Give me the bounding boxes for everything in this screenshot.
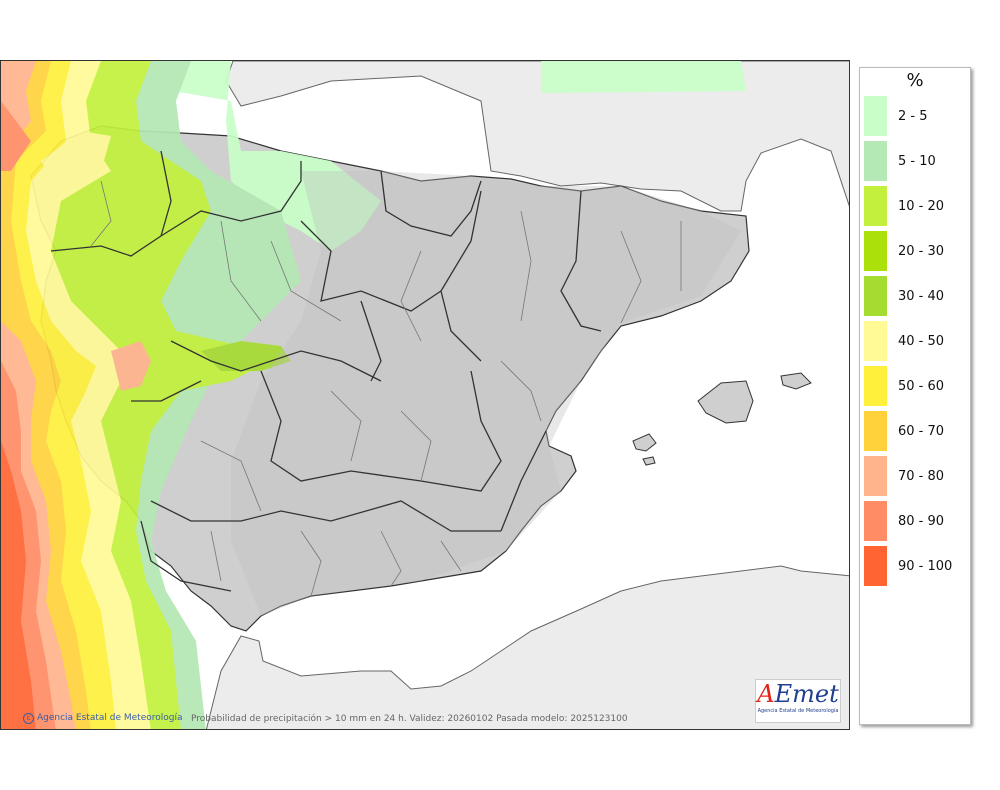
aemet-logo-mark: AEmet	[757, 680, 839, 708]
legend-item: 10 - 20	[864, 186, 968, 226]
legend-label: 70 - 80	[898, 469, 945, 484]
legend-label: 50 - 60	[898, 379, 945, 394]
island-formentera	[642, 456, 656, 466]
legend-label: 60 - 70	[898, 424, 945, 439]
land-africa	[205, 565, 849, 729]
legend-swatch	[864, 96, 887, 136]
footer-credit: c Agencia Estatal de Meteorología	[23, 713, 183, 724]
island-ibiza	[632, 433, 657, 452]
legend-title: %	[906, 70, 924, 91]
aemet-logo: AEmet Agencia Estatal de Meteorología	[755, 679, 841, 723]
legend-label: 90 - 100	[898, 559, 953, 574]
legend-label: 30 - 40	[898, 289, 945, 304]
legend-item: 5 - 10	[864, 141, 968, 181]
legend-item: 40 - 50	[864, 321, 968, 361]
legend-item: 20 - 30	[864, 231, 968, 271]
region-borders	[50, 150, 602, 592]
legend-swatch	[864, 456, 887, 496]
legend-item: 60 - 70	[864, 411, 968, 451]
legend: % 2 - 5 5 - 10 10 - 20 20 - 30 30 - 40 40 - 5…	[859, 67, 971, 725]
legend-label: 10 - 20	[898, 199, 945, 214]
legend-item: 90 - 100	[864, 546, 968, 586]
legend-swatch	[864, 366, 887, 406]
island-menorca	[780, 372, 812, 390]
footer-credit-text: Agencia Estatal de Meteorología	[37, 713, 183, 723]
map-canvas	[1, 61, 849, 729]
legend-swatch	[864, 501, 887, 541]
forecast-map: c Agencia Estatal de Meteorología Probabi…	[0, 60, 850, 730]
legend-item: 80 - 90	[864, 501, 968, 541]
legend-item: 30 - 40	[864, 276, 968, 316]
legend-item: 2 - 5	[864, 96, 968, 136]
legend-label: 20 - 30	[898, 244, 945, 259]
legend-label: 40 - 50	[898, 334, 945, 349]
legend-swatch	[864, 276, 887, 316]
legend-swatch	[864, 231, 887, 271]
legend-label: 80 - 90	[898, 514, 945, 529]
terrain-relief	[231, 171, 741, 616]
legend-swatch	[864, 186, 887, 226]
legend-swatch	[864, 546, 887, 586]
land-france	[225, 61, 849, 212]
legend-label: 5 - 10	[898, 154, 936, 169]
copyright-icon: c	[23, 713, 34, 724]
island-mallorca	[697, 380, 754, 424]
legend-swatch	[864, 321, 887, 361]
legend-swatch	[864, 411, 887, 451]
province-borders	[90, 180, 682, 597]
legend-item: 70 - 80	[864, 456, 968, 496]
footer-caption: Probabilidad de precipitación > 10 mm en…	[191, 714, 628, 724]
aemet-logo-subtitle: Agencia Estatal de Meteorología	[757, 708, 839, 714]
legend-swatch	[864, 141, 887, 181]
legend-label: 2 - 5	[898, 109, 928, 124]
legend-item: 50 - 60	[864, 366, 968, 406]
